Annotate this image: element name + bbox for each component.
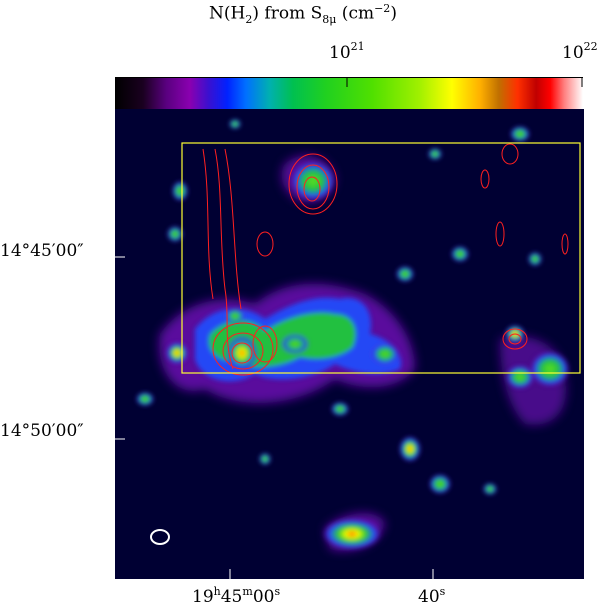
column-density-map bbox=[115, 109, 584, 579]
colorbar-tick-low: 1021 bbox=[329, 40, 365, 63]
colorbar-tick-high: 1022 bbox=[562, 40, 598, 63]
axis-ticks bbox=[115, 256, 434, 579]
colorbar bbox=[115, 77, 583, 111]
region-box bbox=[181, 142, 581, 374]
ra-label-b: 40s bbox=[418, 585, 446, 607]
dec-label-b: 14°50′00″ bbox=[0, 421, 84, 441]
dec-label-a: 14°45′00″ bbox=[0, 241, 84, 261]
ra-label-a: 19h45m00s bbox=[192, 585, 281, 607]
beam-ellipse bbox=[150, 529, 170, 545]
figure-title: N(H2) from S8μ (cm−2) bbox=[209, 2, 397, 27]
contours bbox=[202, 143, 569, 376]
colorbar-ticks bbox=[346, 77, 583, 87]
